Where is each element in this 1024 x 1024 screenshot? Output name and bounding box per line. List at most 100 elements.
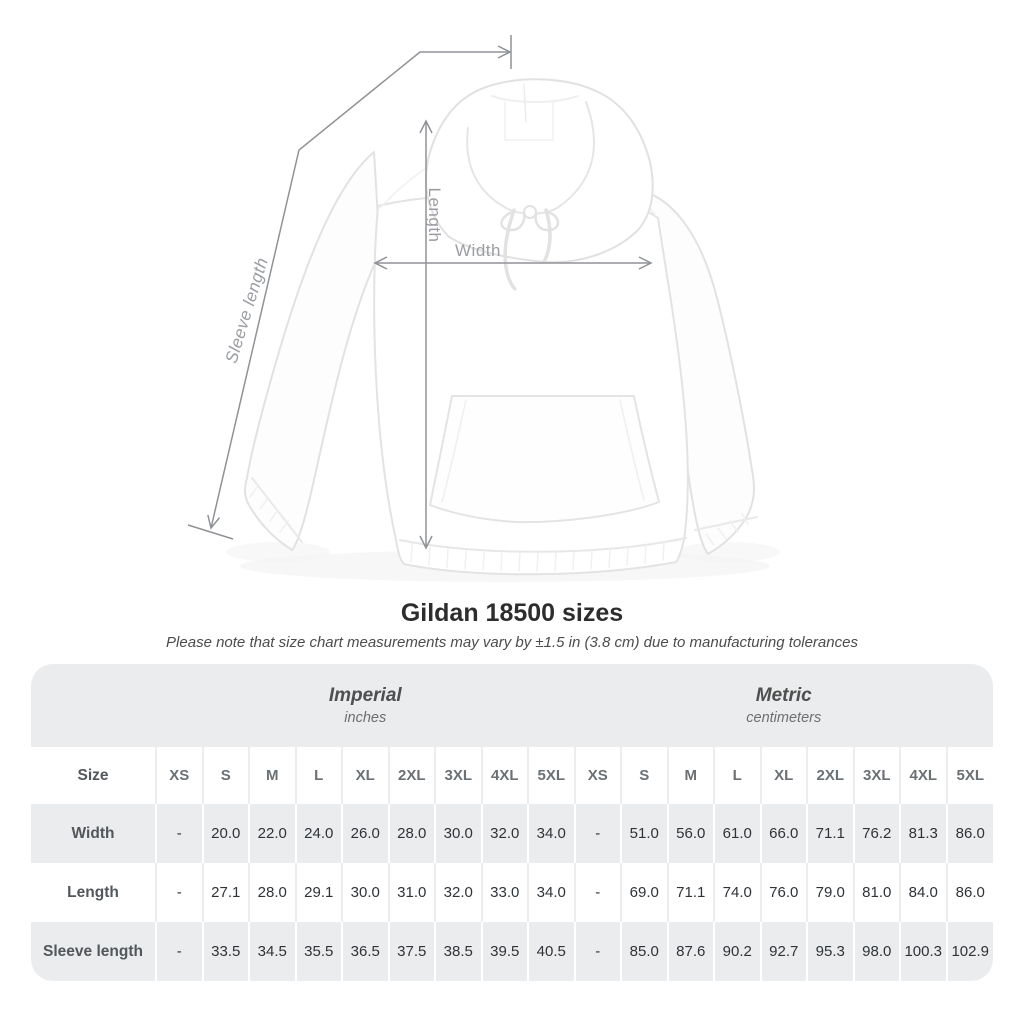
measurement-cell: 100.3: [899, 922, 947, 981]
measurement-cell: 28.0: [387, 804, 435, 863]
measurement-cell: 27.1: [201, 863, 249, 922]
size-col-header: M: [666, 747, 714, 804]
measurement-cell: 33.0: [480, 863, 528, 922]
measurement-row: Sleeve length -33.5 34.5 35.5 36.5 37.5 38.5 39…: [31, 922, 993, 981]
size-col-header: M: [248, 747, 296, 804]
measurement-cell: -: [155, 922, 203, 981]
size-col-header: S: [620, 747, 668, 804]
measurement-cell: 34.0: [527, 863, 575, 922]
measurement-cell: 22.0: [248, 804, 296, 863]
length-label: Length: [425, 188, 444, 243]
size-table: Imperial inches Metric centimeters Size …: [31, 664, 993, 981]
metric-title: Metric: [755, 685, 812, 706]
hoodie-illustration: Sleeve length Length Width: [187, 35, 758, 576]
measurement-cell: 56.0: [666, 804, 714, 863]
measurement-cell: 37.5: [387, 922, 435, 981]
size-col-header: L: [294, 747, 342, 804]
size-table-container: Imperial inches Metric centimeters Size …: [31, 664, 993, 981]
measurement-cell: -: [573, 804, 621, 863]
measurement-cell: 24.0: [294, 804, 342, 863]
imperial-unit: inches: [344, 710, 387, 726]
measurement-cell: 36.5: [341, 922, 389, 981]
hood-drawstrings: [500, 205, 560, 291]
measurement-cell: 76.2: [852, 804, 900, 863]
width-arrow: [373, 256, 653, 270]
measurement-arrows: [187, 35, 653, 550]
measurement-cell: 28.0: [248, 863, 296, 922]
measurement-cell: 92.7: [759, 922, 807, 981]
measurement-cell: 69.0: [620, 863, 668, 922]
measurement-cell: 34.0: [527, 804, 575, 863]
measurement-cell: 30.0: [341, 863, 389, 922]
metric-header: Metric centimeters: [574, 664, 993, 747]
size-col-header: 4XL: [480, 747, 528, 804]
measurement-cell: -: [573, 863, 621, 922]
measurement-cell: 79.0: [806, 863, 854, 922]
size-col-header: 3XL: [434, 747, 482, 804]
row-label: Sleeve length: [31, 922, 156, 981]
measurement-cell: 86.0: [945, 804, 993, 863]
size-col-header: L: [713, 747, 761, 804]
width-label: Width: [455, 241, 501, 260]
measurement-cell: 34.5: [248, 922, 296, 981]
measurement-cell: 87.6: [666, 922, 714, 981]
measurement-cell: 84.0: [899, 863, 947, 922]
measurement-cell: 98.0: [852, 922, 900, 981]
measurement-cell: 20.0: [201, 804, 249, 863]
measurement-cell: 74.0: [713, 863, 761, 922]
measurement-cell: 81.0: [852, 863, 900, 922]
size-col-header: 4XL: [899, 747, 947, 804]
size-col-header: XL: [341, 747, 389, 804]
unit-header-corner: [31, 664, 156, 747]
measurement-cell: 66.0: [759, 804, 807, 863]
measurement-cell: -: [155, 863, 203, 922]
size-col-header: XL: [759, 747, 807, 804]
size-col-header: 5XL: [945, 747, 993, 804]
sleeve-length-arrow: [187, 35, 512, 540]
measurement-cell: 85.0: [620, 922, 668, 981]
measurement-cell: 32.0: [434, 863, 482, 922]
measurement-cell: 31.0: [387, 863, 435, 922]
size-col-header: S: [201, 747, 249, 804]
measurement-cell: 38.5: [434, 922, 482, 981]
measurement-cell: 30.0: [434, 804, 482, 863]
measurement-cell: 39.5: [480, 922, 528, 981]
metric-unit: centimeters: [746, 710, 822, 726]
measurement-row: Length -27.1 28.0 29.1 30.0 31.0 32.0 33.0 34.0-…: [31, 863, 993, 922]
size-col-header: XS: [573, 747, 621, 804]
size-col-header: 5XL: [527, 747, 575, 804]
imperial-header: Imperial inches: [156, 664, 575, 747]
length-arrow: [419, 119, 433, 550]
size-column-label: Size: [31, 747, 156, 804]
tolerance-note: Please note that size chart measurements…: [166, 634, 858, 651]
hoodie-garment: [243, 78, 758, 576]
measurement-cell: 71.1: [666, 863, 714, 922]
measurement-cell: 32.0: [480, 804, 528, 863]
measurement-cell: 61.0: [713, 804, 761, 863]
measurement-cell: 86.0: [945, 863, 993, 922]
measurement-cell: 40.5: [527, 922, 575, 981]
measurement-cell: 95.3: [806, 922, 854, 981]
unit-header-row: Imperial inches Metric centimeters: [31, 664, 993, 747]
measurement-cell: 33.5: [201, 922, 249, 981]
measurement-cell: 26.0: [341, 804, 389, 863]
measurement-row: Width -20.0 22.0 24.0 26.0 28.0 30.0 32.0 34.0-5…: [31, 804, 993, 863]
page-title: Gildan 18500 sizes: [400, 599, 624, 627]
measurement-cell: 51.0: [620, 804, 668, 863]
measurement-cell: 71.1: [806, 804, 854, 863]
measurement-cell: 29.1: [294, 863, 342, 922]
imperial-title: Imperial: [328, 685, 402, 706]
measurement-cell: 35.5: [294, 922, 342, 981]
row-label: Width: [31, 804, 156, 863]
size-col-header: XS: [155, 747, 203, 804]
sleeve-length-label: Sleeve length: [222, 255, 272, 365]
size-col-header: 2XL: [387, 747, 435, 804]
hoodie-size-diagram: Sleeve length Length Width: [187, 35, 758, 576]
measurement-cell: 102.9: [945, 922, 993, 981]
row-label: Length: [31, 863, 156, 922]
measurement-cell: -: [573, 922, 621, 981]
size-header-row: Size XS S M L XL 2XL 3XL 4XL 5XL XS S M L XL 2XL 3XL 4XL…: [31, 747, 993, 804]
measurement-cell: 81.3: [899, 804, 947, 863]
measurement-cell: 90.2: [713, 922, 761, 981]
size-col-header: 3XL: [852, 747, 900, 804]
